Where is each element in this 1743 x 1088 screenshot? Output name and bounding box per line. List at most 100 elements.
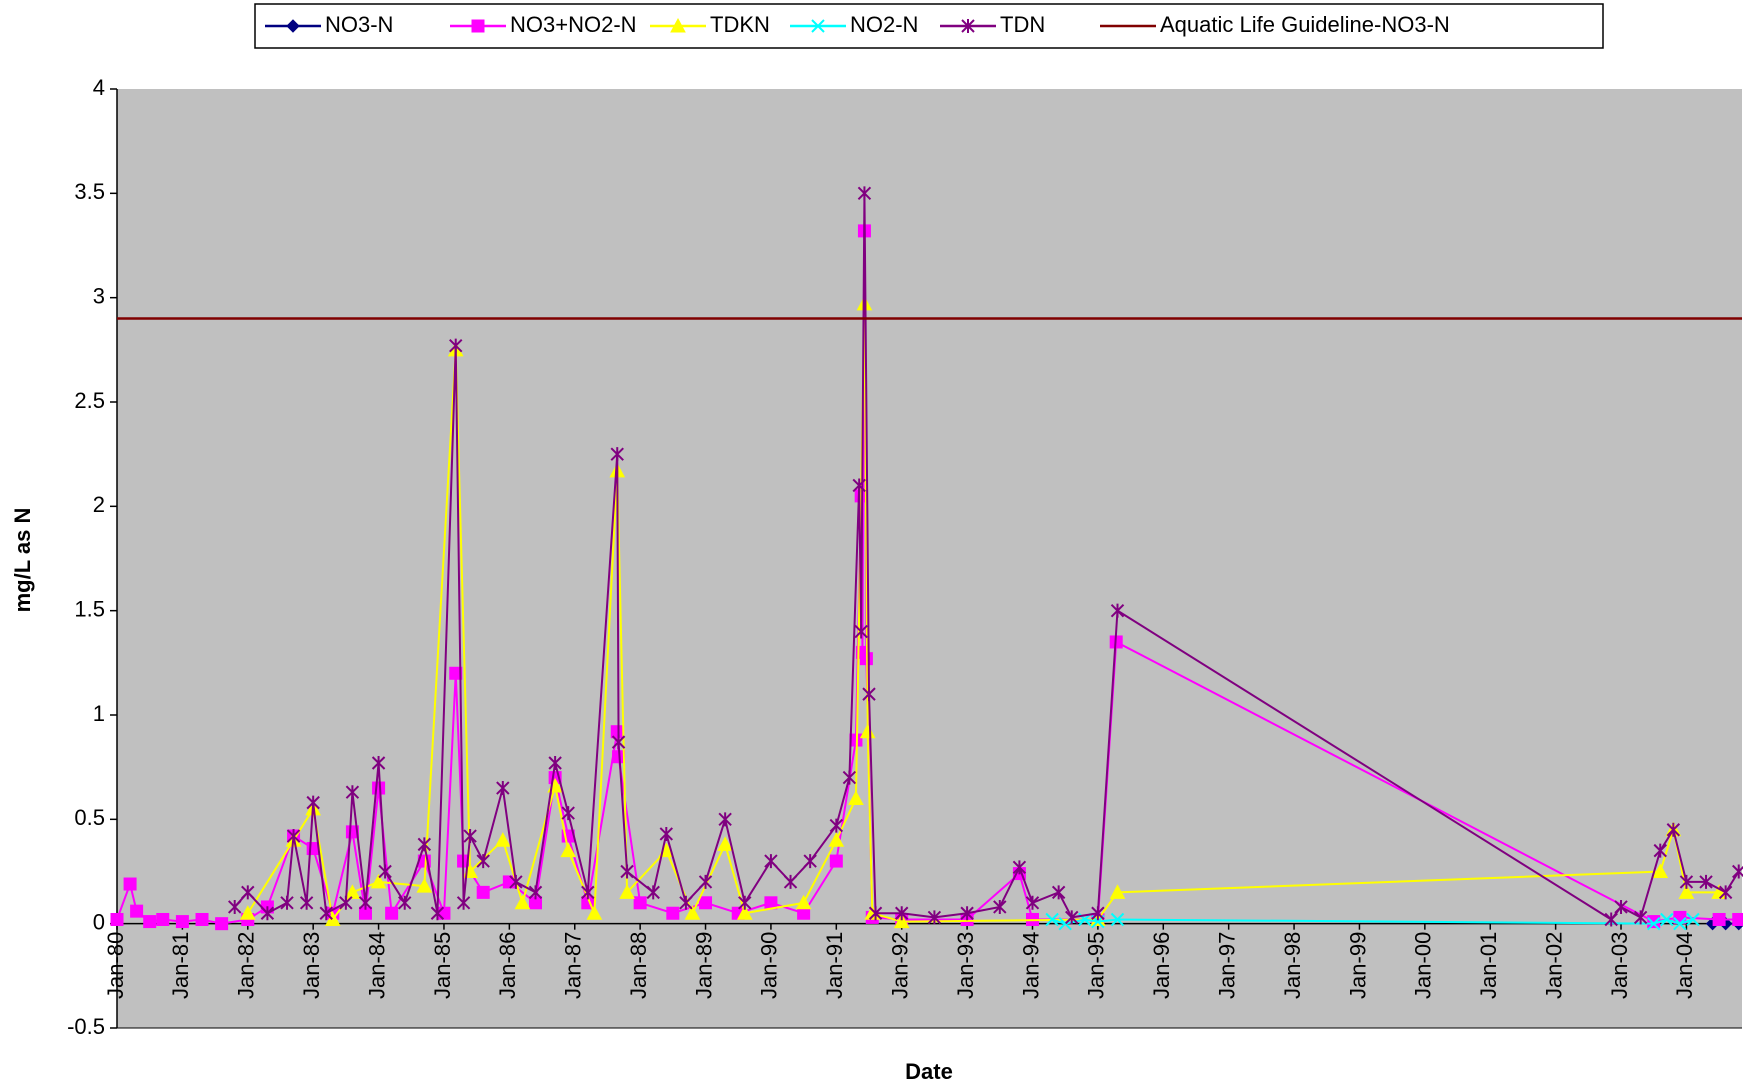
marker: [398, 895, 412, 910]
x-tick-label: Jan-98: [1280, 932, 1305, 999]
x-tick-label: Jan-94: [1018, 932, 1043, 999]
y-tick-label: 3.5: [74, 179, 105, 204]
x-tick-label: Jan-81: [168, 932, 193, 999]
marker: [646, 885, 660, 900]
marker: [345, 785, 360, 800]
marker: [611, 735, 626, 750]
marker: [286, 19, 300, 33]
marker: [610, 447, 624, 462]
marker: [280, 895, 294, 910]
marker: [1712, 912, 1726, 926]
legend-label: NO3+NO2-N: [510, 12, 637, 37]
marker: [509, 874, 523, 889]
marker: [862, 687, 876, 702]
marker: [324, 911, 341, 926]
marker: [852, 478, 866, 493]
marker: [476, 885, 490, 899]
legend-label: TDN: [1000, 12, 1045, 37]
marker: [868, 906, 883, 921]
marker: [416, 878, 433, 893]
marker: [1678, 884, 1695, 899]
marker: [378, 864, 392, 879]
marker: [829, 854, 843, 868]
marker: [893, 913, 910, 929]
marker: [1051, 885, 1066, 900]
marker: [927, 910, 942, 925]
x-tick-label: Jan-99: [1345, 932, 1370, 999]
x-tick-label: Jan-96: [1149, 932, 1174, 999]
marker: [960, 906, 974, 921]
marker: [494, 832, 511, 847]
marker: [344, 884, 361, 899]
marker: [1110, 912, 1125, 927]
marker: [1091, 906, 1105, 921]
marker: [854, 624, 868, 639]
marker: [1673, 916, 1687, 931]
marker: [848, 790, 864, 805]
marker: [528, 885, 543, 900]
marker: [449, 666, 463, 680]
marker: [123, 877, 137, 891]
x-tick-label: Jan-00: [1411, 932, 1436, 999]
y-tick-label: 3: [93, 283, 105, 308]
marker: [110, 912, 124, 926]
marker: [1686, 912, 1700, 927]
y-tick-label: 0: [93, 909, 105, 934]
x-tick-label: Jan-86: [495, 932, 520, 999]
marker: [260, 906, 275, 921]
marker: [385, 906, 399, 920]
y-tick-label: -0.5: [67, 1014, 105, 1039]
marker: [299, 895, 314, 910]
marker: [619, 884, 635, 899]
marker: [156, 912, 170, 926]
marker: [736, 905, 753, 920]
legend-label: Aquatic Life Guideline-NO3-N: [1160, 12, 1450, 37]
y-tick-label: 0.5: [74, 805, 105, 830]
x-tick-label: Jan-02: [1541, 932, 1566, 999]
marker: [1652, 863, 1669, 878]
marker: [319, 906, 333, 921]
x-tick-label: Jan-87: [561, 932, 586, 999]
x-tick-label: Jan-01: [1476, 932, 1501, 999]
y-tick-label: 1.5: [74, 596, 105, 621]
marker: [795, 894, 812, 910]
marker: [215, 917, 229, 931]
marker: [1653, 843, 1667, 858]
marker: [670, 17, 686, 33]
marker: [698, 874, 713, 889]
marker: [1109, 884, 1126, 899]
x-tick-label: Jan-91: [822, 932, 847, 999]
marker: [175, 915, 189, 929]
marker: [430, 906, 445, 921]
marker: [143, 915, 157, 929]
marker: [811, 19, 825, 33]
marker: [372, 781, 386, 795]
marker: [718, 812, 732, 827]
marker: [586, 905, 603, 920]
marker: [857, 186, 872, 201]
x-tick-label: Jan-85: [430, 932, 455, 999]
marker: [803, 854, 817, 869]
x-tick-label: Jan-03: [1607, 932, 1632, 999]
x-tick-label: Jan-84: [364, 932, 389, 999]
marker: [241, 885, 255, 900]
x-tick-label: Jan-82: [234, 932, 259, 999]
legend-label: NO3-N: [325, 12, 393, 37]
marker: [684, 905, 701, 920]
marker: [1633, 910, 1648, 925]
x-tick-label: Jan-90: [757, 932, 782, 999]
marker: [561, 806, 575, 821]
marker: [895, 906, 909, 921]
marker: [371, 755, 386, 770]
marker: [560, 842, 577, 858]
marker: [1045, 912, 1059, 927]
marker: [1699, 874, 1713, 889]
legend-label: TDKN: [710, 12, 770, 37]
x-tick-label: Jan-92: [888, 932, 913, 999]
marker: [783, 874, 798, 889]
marker: [1604, 912, 1618, 927]
marker: [514, 894, 531, 910]
legend-label: NO2-N: [850, 12, 918, 37]
x-tick-label: Jan-93: [953, 932, 978, 999]
